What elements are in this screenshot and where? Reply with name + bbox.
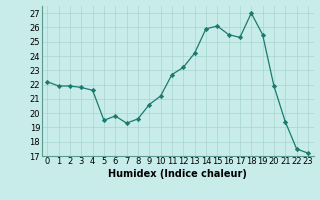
X-axis label: Humidex (Indice chaleur): Humidex (Indice chaleur)	[108, 169, 247, 179]
